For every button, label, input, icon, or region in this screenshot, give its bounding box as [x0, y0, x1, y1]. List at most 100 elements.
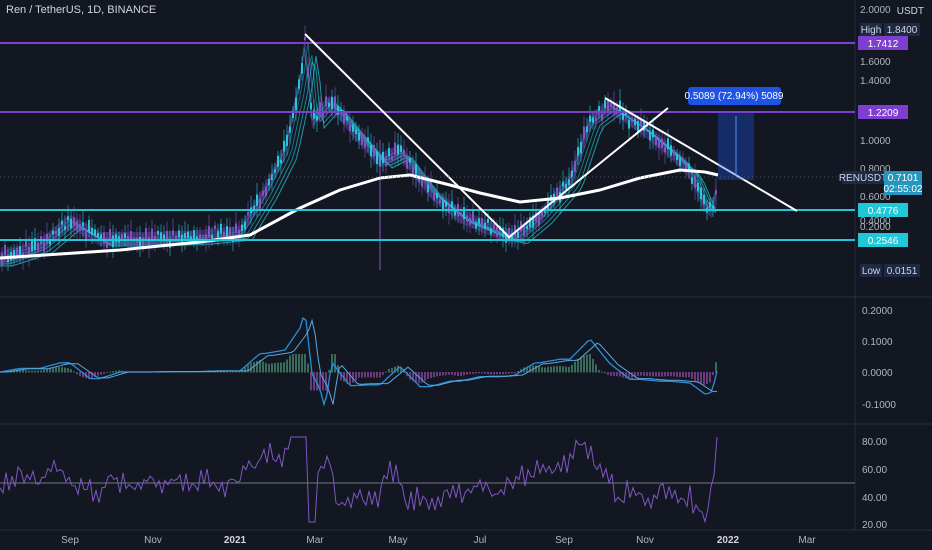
- macd-histogram-bar: [76, 372, 78, 375]
- candle: [670, 145, 672, 156]
- candle: [205, 234, 207, 243]
- macd-histogram-bar: [412, 372, 414, 381]
- candle: [334, 96, 336, 110]
- candle: [436, 193, 438, 199]
- trendline-down-1[interactable]: [304, 33, 511, 239]
- high-label-badge: [860, 23, 882, 36]
- main-price-pane[interactable]: 0.5089 (72.94%) 5089: [0, 25, 855, 272]
- candle: [715, 190, 717, 195]
- macd-histogram-bar: [298, 354, 300, 373]
- candle: [565, 183, 567, 190]
- macd-histogram-bar: [544, 367, 546, 373]
- macd-histogram-bar: [385, 371, 387, 373]
- trendline-down-2[interactable]: [604, 97, 798, 212]
- candle: [187, 231, 189, 239]
- candle: [382, 151, 384, 164]
- candle: [445, 200, 447, 207]
- candle: [562, 181, 564, 187]
- trendline-up[interactable]: [507, 107, 669, 239]
- candle: [460, 212, 462, 217]
- macd-histogram-bar: [40, 370, 42, 373]
- low-value-text: 0.0151: [887, 266, 918, 277]
- macd-pane[interactable]: [0, 317, 718, 407]
- macd-histogram-bar: [529, 366, 531, 373]
- macd-histogram-bar: [82, 372, 84, 378]
- macd-histogram-bar: [712, 372, 714, 376]
- rsi-pane[interactable]: [0, 436, 855, 524]
- high-label-text: High: [861, 25, 882, 36]
- macd-histogram-bar: [325, 372, 327, 391]
- candle: [199, 234, 201, 240]
- macd-histogram-bar: [487, 372, 489, 375]
- candle: [685, 164, 687, 172]
- rsi-line: [0, 436, 718, 524]
- candle: [76, 220, 78, 231]
- candle: [142, 237, 144, 248]
- candle: [682, 157, 684, 162]
- macd-histogram-bar: [421, 372, 423, 383]
- candle: [211, 235, 213, 239]
- macd-histogram-bar: [457, 372, 459, 377]
- price-axis[interactable]: 1.7412 1.2209 0.4776 0.2546 2.0000 1.6000 1.40…: [839, 5, 923, 531]
- candle: [49, 239, 51, 245]
- candle: [55, 230, 57, 235]
- macd-line: [0, 317, 718, 407]
- macd-histogram-bar: [697, 372, 699, 383]
- macd-histogram-bar: [112, 371, 114, 373]
- candle: [175, 235, 177, 240]
- rsi-tick-label: 20.00: [862, 520, 887, 531]
- macd-histogram-bar: [31, 370, 33, 373]
- candle: [628, 119, 630, 129]
- macd-histogram-bar: [106, 372, 108, 373]
- candle: [394, 142, 396, 155]
- macd-histogram-bar: [436, 372, 438, 377]
- candle: [289, 126, 291, 133]
- macd-histogram-bar: [265, 362, 267, 373]
- macd-histogram-bar: [262, 361, 264, 373]
- macd-histogram-bar: [403, 371, 405, 373]
- price-tick-label: 1.4000: [860, 76, 891, 87]
- macd-histogram-bar: [601, 371, 603, 373]
- candle: [556, 187, 558, 196]
- candle: [388, 147, 390, 157]
- candle: [16, 247, 18, 259]
- macd-histogram-bar: [94, 372, 96, 378]
- candle: [604, 99, 606, 109]
- macd-histogram-bar: [355, 372, 357, 381]
- time-axis-label: Sep: [555, 535, 573, 546]
- candle: [208, 226, 210, 238]
- candle: [652, 129, 654, 138]
- candle: [463, 207, 465, 220]
- macd-histogram-bar: [214, 371, 216, 373]
- macd-histogram-bar: [550, 366, 552, 373]
- macd-histogram-bar: [646, 372, 648, 377]
- candle: [535, 211, 537, 222]
- macd-histogram-bar: [16, 369, 18, 373]
- candle: [154, 235, 156, 240]
- candle: [232, 236, 234, 242]
- macd-histogram-bar: [706, 372, 708, 385]
- candle: [625, 111, 627, 116]
- candle: [661, 138, 663, 148]
- candle: [592, 117, 594, 123]
- macd-histogram-bar: [220, 371, 222, 373]
- macd-histogram-bar: [433, 372, 435, 378]
- candle: [616, 107, 618, 112]
- macd-histogram-bar: [496, 372, 498, 375]
- candle: [493, 224, 495, 230]
- candle: [184, 233, 186, 239]
- candle: [367, 137, 369, 142]
- macd-histogram-bar: [361, 372, 363, 378]
- candle: [337, 105, 339, 115]
- macd-histogram-bar: [34, 370, 36, 373]
- macd-histogram-bar: [370, 372, 372, 378]
- macd-histogram-bar: [79, 372, 81, 377]
- macd-histogram-bar: [55, 367, 57, 373]
- macd-histogram-bar: [349, 372, 351, 386]
- macd-histogram-bar: [586, 354, 588, 373]
- time-axis[interactable]: Sep Nov 2021 Mar May Jul Sep Nov 2022 Mar: [61, 535, 816, 546]
- level-price-text: 0.2546: [868, 236, 899, 247]
- time-axis-label: Nov: [636, 535, 654, 546]
- macd-histogram-bar: [256, 360, 258, 373]
